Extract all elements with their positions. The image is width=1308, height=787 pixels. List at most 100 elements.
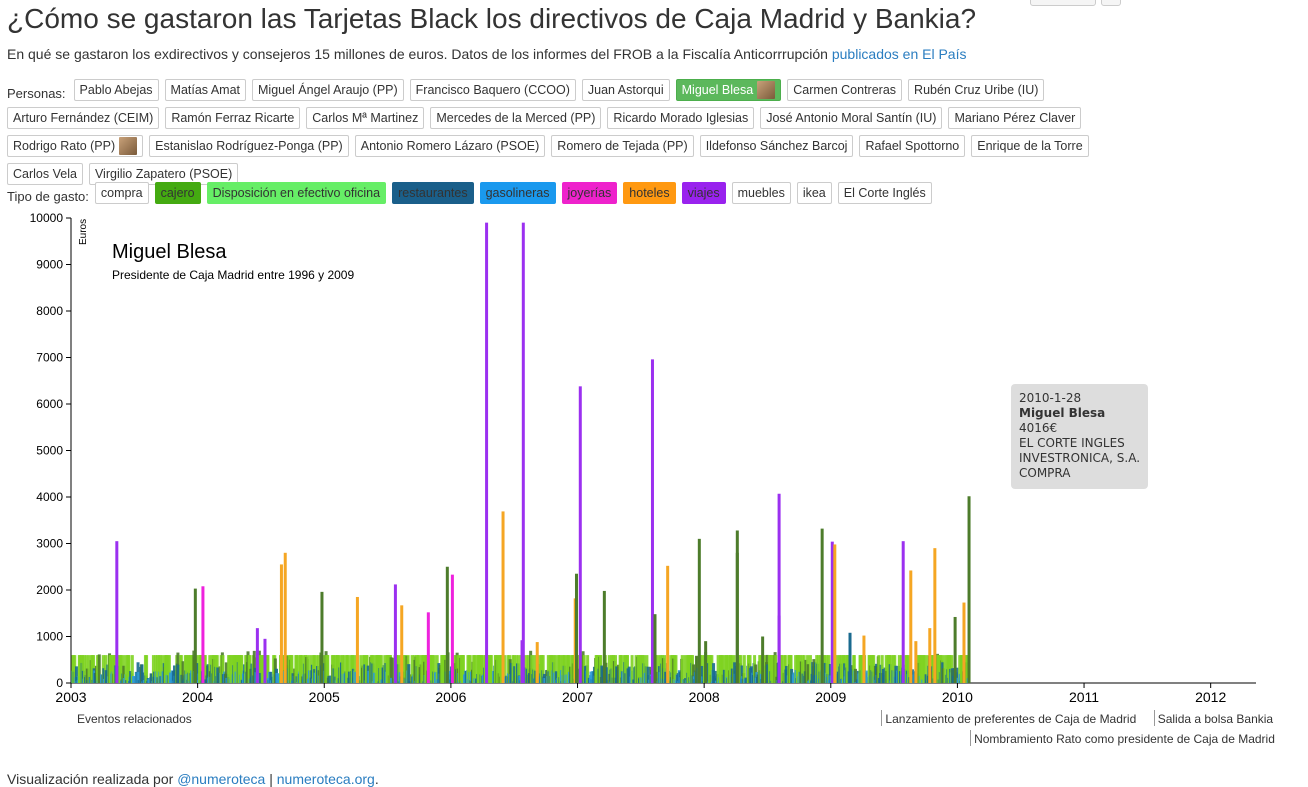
small-transaction-bar bbox=[905, 655, 909, 683]
y-tick-label: 10000 bbox=[30, 211, 64, 225]
small-transaction-bar bbox=[800, 655, 804, 683]
small-transaction-bar bbox=[517, 655, 521, 683]
small-transaction-bar bbox=[104, 670, 108, 683]
small-transaction-bar bbox=[716, 655, 720, 683]
source-link[interactable]: publicados en El País bbox=[831, 46, 967, 62]
types-filter: Tipo de gasto: compra cajero Disposición e… bbox=[7, 182, 1007, 210]
small-transaction-bar bbox=[478, 655, 482, 683]
x-tick-label: 2004 bbox=[182, 689, 213, 705]
footer-link-site[interactable]: numeroteca.org bbox=[276, 771, 375, 787]
person-chip-rodrigo-rato-pp[interactable]: Rodrigo Rato (PP) bbox=[7, 135, 144, 157]
small-transaction-bar bbox=[941, 668, 945, 683]
small-transaction-bar bbox=[489, 655, 493, 683]
person-chip-mercedes-de-la-merced-pp[interactable]: Mercedes de la Merced (PP) bbox=[430, 107, 602, 129]
type-chip-ikea[interactable]: ikea bbox=[796, 182, 832, 204]
person-chip-juan-astorqui[interactable]: Juan Astorqui bbox=[581, 79, 670, 101]
spending-bar-cajero bbox=[320, 591, 324, 683]
small-transaction-bar bbox=[208, 655, 212, 683]
small-transaction-bar bbox=[224, 662, 228, 683]
small-transaction-bar bbox=[196, 663, 200, 683]
footer-sep: | bbox=[269, 771, 273, 787]
footer: Visualización realizada por @numeroteca … bbox=[7, 771, 379, 787]
type-chip-cajero[interactable]: cajero bbox=[154, 182, 201, 204]
small-transaction-bar bbox=[228, 655, 232, 683]
type-chip-viajes[interactable]: viajes bbox=[681, 182, 726, 204]
small-transaction-bar bbox=[634, 655, 638, 683]
spending-bar-hoteles bbox=[501, 511, 505, 683]
person-photo-icon bbox=[757, 81, 776, 99]
small-transaction-bar bbox=[354, 672, 358, 683]
small-transaction-bar bbox=[167, 655, 171, 683]
small-transaction-bar bbox=[474, 655, 478, 683]
person-chip-francisco-baquero-ccoo[interactable]: Francisco Baquero (CCOO) bbox=[409, 79, 576, 101]
person-chip-rafael-spottorno[interactable]: Rafael Spottorno bbox=[859, 135, 966, 157]
person-chip-pablo-abejas[interactable]: Pablo Abejas bbox=[73, 79, 159, 101]
person-chip-label: Pablo Abejas bbox=[79, 83, 153, 97]
type-chip-muebles[interactable]: muebles bbox=[731, 182, 791, 204]
spending-bar-cajero bbox=[193, 588, 197, 683]
top-button-small[interactable] bbox=[1101, 0, 1121, 6]
person-chip-jose-antonio-moral-santin-iu[interactable]: José Antonio Moral Santín (IU) bbox=[760, 107, 943, 129]
top-button[interactable] bbox=[1030, 0, 1096, 6]
person-chip-romero-de-tejada-pp[interactable]: Romero de Tejada (PP) bbox=[551, 135, 694, 157]
persons-label: Personas: bbox=[7, 85, 66, 101]
type-chip-compra[interactable]: compra bbox=[94, 182, 149, 204]
spending-bar-joyerias bbox=[426, 612, 430, 683]
person-chip-arturo-fernandez-ceim[interactable]: Arturo Fernández (CEIM) bbox=[7, 107, 160, 129]
spending-bar-cajero bbox=[953, 616, 957, 683]
type-chip-disposicion-en-efectivo-oficina[interactable]: Disposición en efectivo oficina bbox=[206, 182, 387, 204]
person-chip-carlos-m-martinez[interactable]: Carlos Mª Martinez bbox=[306, 107, 425, 129]
person-chip-matias-amat[interactable]: Matías Amat bbox=[164, 79, 247, 101]
small-transaction-bar bbox=[119, 655, 123, 683]
small-transaction-bar bbox=[530, 655, 534, 683]
x-tick-label: 2006 bbox=[435, 689, 466, 705]
person-chip-carmen-contreras[interactable]: Carmen Contreras bbox=[787, 79, 903, 101]
small-transaction-bar bbox=[958, 655, 962, 683]
person-chip-miguel-blesa[interactable]: Miguel Blesa bbox=[675, 79, 782, 101]
small-transaction-bar bbox=[85, 668, 89, 683]
person-chip-miguel-angel-araujo-pp[interactable]: Miguel Ángel Araujo (PP) bbox=[252, 79, 404, 101]
footer-link-twitter[interactable]: @numeroteca bbox=[177, 771, 266, 787]
small-transaction-bar bbox=[646, 666, 650, 683]
y-tick-label: 6000 bbox=[36, 397, 63, 411]
person-chip-ramon-ferraz-ricarte[interactable]: Ramón Ferraz Ricarte bbox=[165, 107, 301, 129]
person-chip-label: Ramón Ferraz Ricarte bbox=[171, 111, 295, 125]
spending-bar-hoteles bbox=[862, 635, 866, 683]
spending-bar-viajes bbox=[777, 615, 781, 683]
small-transaction-bar bbox=[407, 664, 411, 683]
person-chip-carlos-vela[interactable]: Carlos Vela bbox=[7, 163, 83, 185]
small-transaction-bar bbox=[740, 665, 744, 683]
type-chip-restaurantes[interactable]: restaurantes bbox=[392, 182, 474, 204]
spending-bar-hoteles bbox=[962, 602, 966, 683]
person-chip-antonio-romero-lazaro-psoe[interactable]: Antonio Romero Lázaro (PSOE) bbox=[354, 135, 546, 157]
person-chip-label: Juan Astorqui bbox=[587, 83, 664, 97]
small-transaction-bar bbox=[161, 655, 165, 683]
spending-bar-cajero bbox=[704, 641, 708, 683]
person-chip-virgilio-zapatero-psoe[interactable]: Virgilio Zapatero (PSOE) bbox=[88, 163, 239, 185]
type-chip-gasolineras[interactable]: gasolineras bbox=[479, 182, 556, 204]
small-transaction-bar bbox=[607, 655, 611, 683]
spending-bar-viajes bbox=[115, 541, 119, 683]
person-chip-ruben-cruz-uribe-iu[interactable]: Rubén Cruz Uribe (IU) bbox=[908, 79, 1045, 101]
small-transaction-bar bbox=[627, 666, 631, 683]
person-chip-ildefonso-sanchez-barcoj[interactable]: Ildefonso Sánchez Barcoj bbox=[699, 135, 854, 157]
small-transaction-bar bbox=[827, 655, 831, 683]
small-transaction-bar bbox=[541, 655, 545, 683]
person-chip-enrique-de-la-torre[interactable]: Enrique de la Torre bbox=[971, 135, 1089, 157]
person-chip-label: Arturo Fernández (CEIM) bbox=[13, 111, 154, 125]
person-chip-mariano-perez-claver[interactable]: Mariano Pérez Claver bbox=[948, 107, 1082, 129]
person-chip-label: Rafael Spottorno bbox=[865, 139, 960, 153]
small-transaction-bar bbox=[154, 655, 158, 683]
person-chip-estanislao-rodriguez-ponga-pp[interactable]: Estanislao Rodríguez-Ponga (PP) bbox=[149, 135, 349, 157]
spending-bar-hoteles bbox=[400, 605, 404, 683]
spending-bar-viajes bbox=[520, 640, 524, 683]
small-transaction-bar bbox=[336, 655, 340, 683]
person-chip-ricardo-morado-iglesias[interactable]: Ricardo Morado Iglesias bbox=[607, 107, 755, 129]
type-chip-joyerias[interactable]: joyerías bbox=[561, 182, 618, 204]
type-chip-el-corte-ingles[interactable]: El Corte Inglés bbox=[837, 182, 932, 204]
small-transaction-bar bbox=[408, 681, 412, 683]
person-chip-label: José Antonio Moral Santín (IU) bbox=[766, 111, 937, 125]
spending-bar-cajero bbox=[697, 538, 701, 683]
small-transaction-bar bbox=[359, 655, 363, 683]
type-chip-hoteles[interactable]: hoteles bbox=[623, 182, 676, 204]
